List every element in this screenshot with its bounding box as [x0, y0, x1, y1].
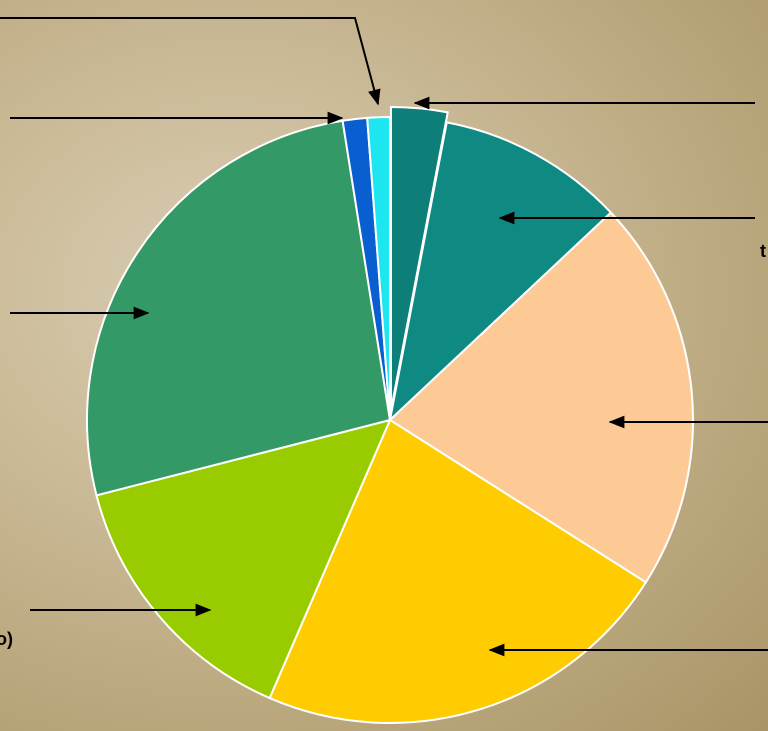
leader-line — [0, 17, 381, 106]
label-fragment: t — [760, 241, 766, 261]
pie-slice — [268, 418, 648, 724]
label-fragment: o) — [0, 629, 13, 649]
pie — [86, 106, 694, 724]
leader-lines — [0, 17, 768, 657]
pie-slice — [86, 119, 392, 497]
pie-slice — [388, 121, 613, 423]
pie-slice — [388, 211, 694, 584]
pie-slice — [95, 418, 392, 700]
pie-slice — [366, 115, 391, 421]
